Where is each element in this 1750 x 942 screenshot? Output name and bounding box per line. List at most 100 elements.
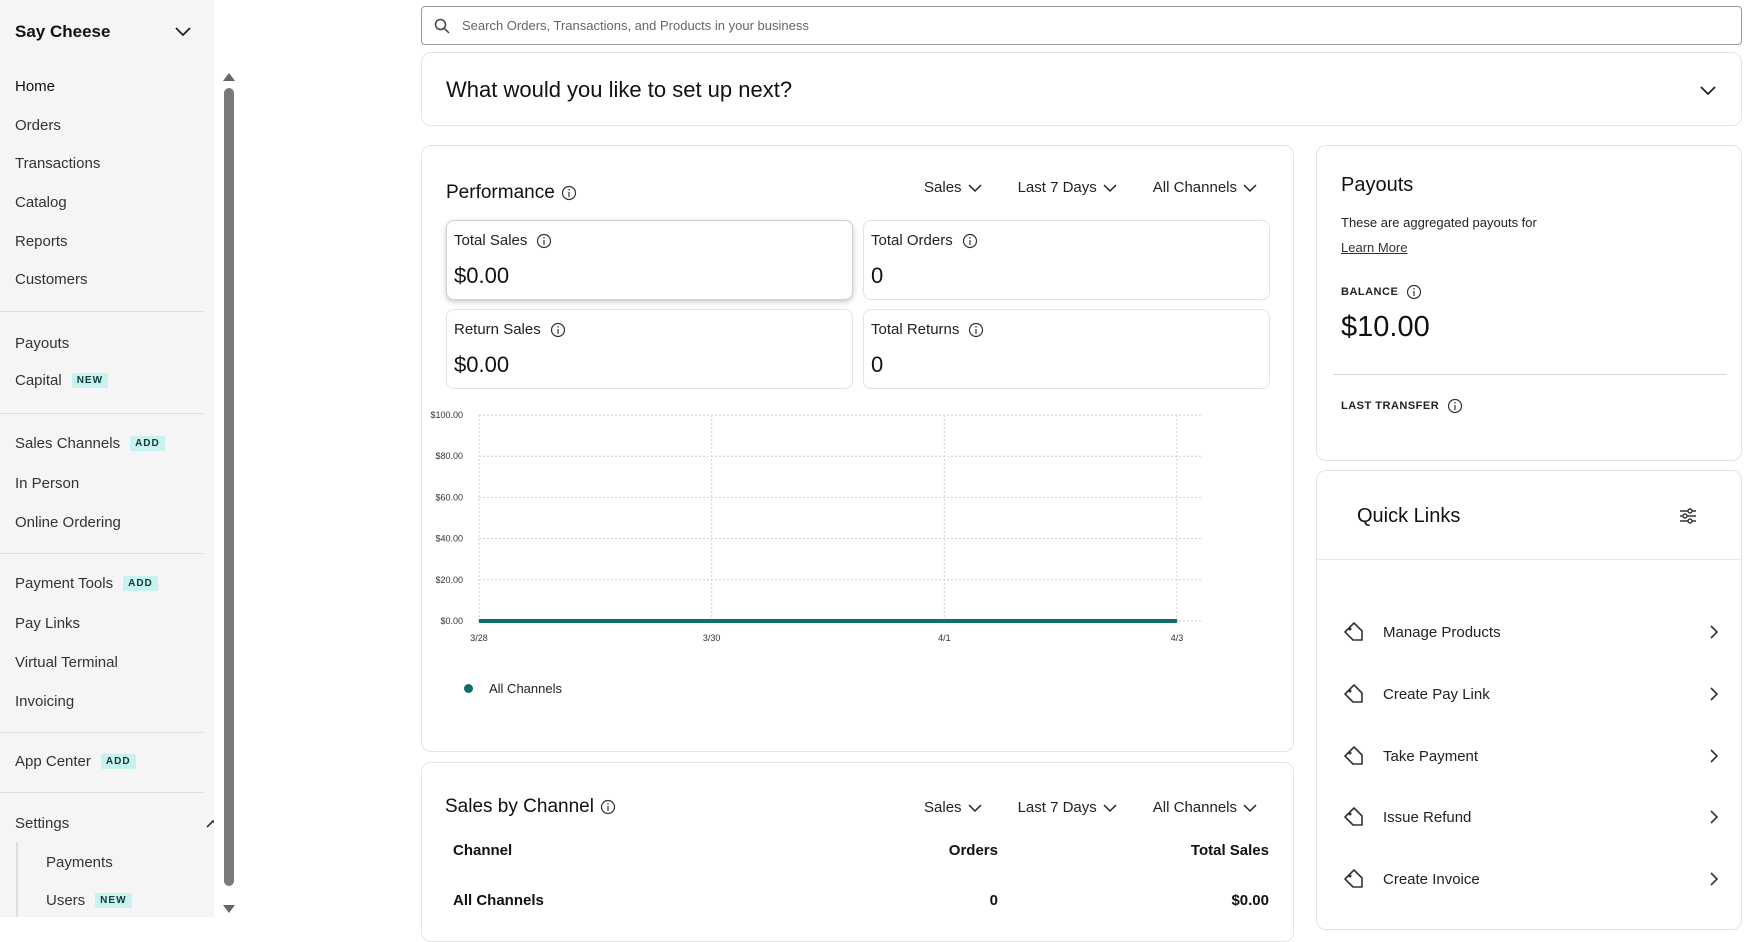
sidebar-item-virtual-terminal[interactable]: Virtual Terminal — [15, 654, 118, 671]
sidebar-item-capital[interactable]: Capital NEW — [15, 372, 108, 389]
sidebar-scrollbar-thumb[interactable] — [224, 88, 234, 886]
table-cell-total-sales: $0.00 — [1231, 892, 1269, 909]
sidebar-item-payment-tools[interactable]: Payment Tools ADD — [15, 575, 158, 592]
sidebar-item-label: In Person — [15, 475, 79, 492]
chevron-right-icon — [1707, 686, 1721, 702]
metric-value: 0 — [871, 263, 883, 289]
chevron-down-icon — [1243, 183, 1257, 193]
dropdown-value: Sales — [924, 799, 962, 816]
chevron-right-icon — [1707, 871, 1721, 887]
metric-label: Return Sales — [454, 321, 566, 338]
sidebar-item-label: Payments — [46, 854, 113, 871]
total-sales-tile[interactable]: Total Sales $0.00 — [446, 220, 853, 300]
quick-links-card: Quick Links Manage Products Create Pay L… — [1316, 470, 1742, 930]
quick-link-issue-refund[interactable]: Issue Refund — [1341, 802, 1721, 832]
sidebar-item-app-center[interactable]: App Center ADD — [15, 753, 136, 770]
total-orders-tile[interactable]: Total Orders 0 — [863, 220, 1270, 300]
scroll-down-arrow-icon[interactable] — [222, 904, 236, 914]
metric-dropdown[interactable]: Sales — [924, 179, 982, 196]
info-icon[interactable] — [550, 322, 566, 338]
search-bar[interactable]: Search Orders, Transactions, and Product… — [421, 6, 1742, 45]
dropdown-value: All Channels — [1153, 799, 1237, 816]
total-returns-tile[interactable]: Total Returns 0 — [863, 309, 1270, 389]
chevron-down-icon[interactable] — [1699, 83, 1717, 97]
payouts-title: Payouts — [1341, 174, 1413, 197]
sidebar-item-label: Transactions — [15, 155, 100, 172]
business-name[interactable]: Say Cheese — [15, 22, 110, 42]
sidebar-item-catalog[interactable]: Catalog — [15, 194, 67, 211]
info-icon[interactable] — [1406, 284, 1422, 300]
channel-dropdown[interactable]: All Channels — [1153, 799, 1257, 816]
table-cell-orders: 0 — [990, 892, 998, 909]
sidebar-item-invoicing[interactable]: Invoicing — [15, 693, 74, 710]
sidebar-item-pay-links[interactable]: Pay Links — [15, 615, 80, 632]
data-point — [711, 621, 712, 622]
info-icon[interactable] — [968, 322, 984, 338]
tag-icon — [1341, 867, 1365, 891]
sidebar-item-users[interactable]: Users NEW — [46, 892, 132, 909]
x-tick-label: 3/28 — [470, 633, 488, 643]
sidebar-item-in-person[interactable]: In Person — [15, 475, 79, 492]
sliders-icon[interactable] — [1678, 507, 1698, 525]
search-input[interactable]: Search Orders, Transactions, and Product… — [462, 18, 809, 33]
sidebar-item-customers[interactable]: Customers — [15, 271, 88, 288]
channel-dropdown[interactable]: All Channels — [1153, 179, 1257, 196]
sidebar-item-orders[interactable]: Orders — [15, 117, 61, 134]
metric-dropdown[interactable]: Sales — [924, 799, 982, 816]
data-point — [944, 621, 945, 622]
sidebar-divider — [0, 792, 203, 793]
date-range-dropdown[interactable]: Last 7 Days — [1018, 799, 1117, 816]
sidebar-item-label: Virtual Terminal — [15, 654, 118, 671]
quick-link-create-invoice[interactable]: Create Invoice — [1341, 864, 1721, 894]
performance-card: Performance Sales Last 7 Days All Channe… — [421, 145, 1294, 752]
quick-links-divider — [1317, 559, 1741, 560]
sidebar-item-settings[interactable]: Settings — [15, 815, 214, 832]
sidebar-item-reports[interactable]: Reports — [15, 233, 68, 250]
sidebar-item-label: Settings — [15, 815, 69, 832]
info-icon[interactable] — [962, 233, 978, 249]
date-range-dropdown[interactable]: Last 7 Days — [1018, 179, 1117, 196]
info-icon[interactable] — [1447, 398, 1463, 414]
dropdown-value: Sales — [924, 179, 962, 196]
quick-link-create-pay-link[interactable]: Create Pay Link — [1341, 679, 1721, 709]
chevron-up-icon — [206, 819, 214, 829]
tag-icon — [1341, 744, 1365, 768]
sidebar-item-label: Home — [15, 78, 55, 95]
info-icon[interactable] — [536, 233, 552, 249]
setup-next-panel[interactable]: What would you like to set up next? — [421, 52, 1742, 126]
return-sales-tile[interactable]: Return Sales $0.00 — [446, 309, 853, 389]
dropdown-value: All Channels — [1153, 179, 1237, 196]
sidebar-item-online-ordering[interactable]: Online Ordering — [15, 514, 121, 531]
metric-label: Total Returns — [871, 321, 984, 338]
metric-value: 0 — [871, 352, 883, 378]
info-icon[interactable] — [561, 185, 577, 201]
payouts-divider — [1333, 374, 1727, 375]
sidebar-divider — [0, 413, 203, 414]
scroll-up-arrow-icon[interactable] — [222, 72, 236, 82]
metric-label-text: Total Sales — [454, 232, 527, 249]
add-badge: ADD — [130, 436, 165, 451]
sidebar-item-payouts[interactable]: Payouts — [15, 335, 69, 352]
sidebar-item-home[interactable]: Home — [15, 78, 55, 95]
quick-link-manage-products[interactable]: Manage Products — [1341, 617, 1721, 647]
quick-links-title: Quick Links — [1357, 505, 1460, 528]
new-badge: NEW — [72, 373, 108, 388]
sidebar-divider — [0, 732, 203, 733]
quick-link-take-payment[interactable]: Take Payment — [1341, 741, 1721, 771]
sidebar-item-label: Orders — [15, 117, 61, 134]
chevron-down-icon — [1103, 803, 1117, 813]
column-header-channel[interactable]: Channel — [453, 842, 512, 859]
performance-title: Performance — [446, 182, 577, 204]
chevron-right-icon — [1707, 809, 1721, 825]
chevron-down-icon[interactable] — [174, 24, 192, 38]
sidebar-item-sales-channels[interactable]: Sales Channels ADD — [15, 435, 165, 452]
column-header-total-sales[interactable]: Total Sales — [1191, 842, 1269, 859]
metric-label-text: Total Orders — [871, 232, 953, 249]
learn-more-link[interactable]: Learn More — [1341, 240, 1407, 255]
sidebar-item-payments[interactable]: Payments — [46, 854, 113, 871]
info-icon[interactable] — [600, 799, 616, 815]
metric-label: Total Sales — [454, 232, 552, 249]
column-header-orders[interactable]: Orders — [949, 842, 998, 859]
last-transfer-label: LAST TRANSFER — [1341, 398, 1463, 414]
sidebar-item-transactions[interactable]: Transactions — [15, 155, 100, 172]
